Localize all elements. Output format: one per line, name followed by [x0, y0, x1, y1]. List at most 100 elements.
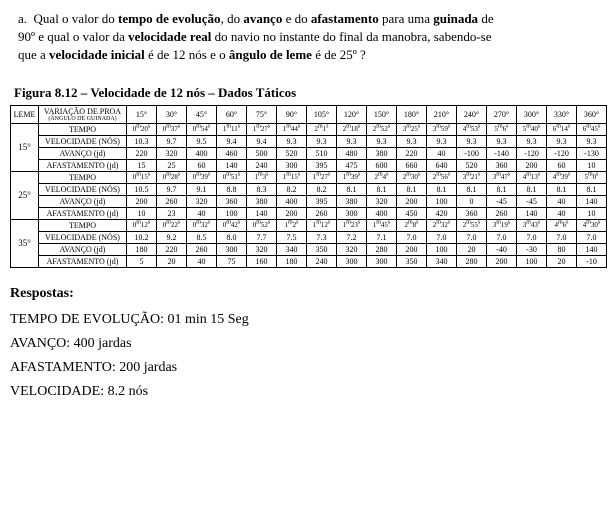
hdr-angle: 15° — [127, 105, 157, 123]
cell-av: 320 — [187, 195, 217, 207]
cell-vel: 9.4 — [247, 135, 277, 147]
cell-av: 320 — [247, 243, 277, 255]
cell-tempo: 0m39s — [187, 171, 217, 183]
cell-av: 140 — [577, 243, 607, 255]
cell-av: 200 — [397, 195, 427, 207]
cell-af: 15 — [127, 159, 157, 171]
cell-af: 660 — [397, 159, 427, 171]
answer-avanco: AVANÇO: 400 jardas — [10, 336, 605, 352]
cell-vel: 7.0 — [577, 231, 607, 243]
cell-af: 450 — [397, 207, 427, 219]
cell-af: 200 — [517, 159, 547, 171]
cell-af: 20 — [157, 255, 187, 267]
cell-vel: 8.2 — [277, 183, 307, 195]
hdr-angle: 60° — [217, 105, 247, 123]
cell-tempo: 0m32s — [187, 219, 217, 231]
cell-af: 40 — [187, 255, 217, 267]
cell-tempo: 0m22s — [157, 219, 187, 231]
cell-af: 640 — [427, 159, 457, 171]
cell-av: 40 — [427, 147, 457, 159]
cell-tempo: 0m54s — [187, 123, 217, 135]
cell-af: 200 — [277, 207, 307, 219]
cell-vel: 7.2 — [337, 231, 367, 243]
cell-vel: 9.3 — [307, 135, 337, 147]
hdr-angle: 180° — [397, 105, 427, 123]
cell-vel: 8.2 — [307, 183, 337, 195]
hdr-angle: 105° — [307, 105, 337, 123]
cell-tempo: 2m4s — [367, 171, 397, 183]
cell-av: 380 — [337, 195, 367, 207]
cell-av: 400 — [187, 147, 217, 159]
cell-vel: 7.5 — [277, 231, 307, 243]
cell-vel: 8.5 — [187, 231, 217, 243]
cell-av: 200 — [127, 195, 157, 207]
cell-tempo: 0m51s — [217, 171, 247, 183]
cell-tempo: 5m40s — [517, 123, 547, 135]
cell-tempo: 5m0s — [577, 171, 607, 183]
hdr-angle: 150° — [367, 105, 397, 123]
cell-vel: 8.1 — [367, 183, 397, 195]
cell-vel: 10.2 — [127, 231, 157, 243]
cell-af: -10 — [577, 255, 607, 267]
cell-av: 220 — [157, 243, 187, 255]
cell-vel: 7.0 — [397, 231, 427, 243]
cell-av: 100 — [427, 243, 457, 255]
cell-tempo: 3m59s — [427, 123, 457, 135]
cell-tempo: 3m19s — [487, 219, 517, 231]
row-label-vel: VELOCIDADE (NÓS) — [39, 231, 127, 243]
cell-tempo: 3m25s — [397, 123, 427, 135]
cell-tempo: 4m6s — [547, 219, 577, 231]
cell-av: -45 — [487, 195, 517, 207]
cell-vel: 9.3 — [427, 135, 457, 147]
cell-tempo: 4m13s — [517, 171, 547, 183]
cell-tempo: 0m20s — [127, 123, 157, 135]
cell-av: 500 — [247, 147, 277, 159]
cell-vel: 8.1 — [547, 183, 577, 195]
cell-vel: 9.1 — [187, 183, 217, 195]
row-label-af: AFASTAMENTO (jd) — [39, 159, 127, 171]
cell-tempo: 0m37s — [157, 123, 187, 135]
row-label-av: AVANÇO (jd) — [39, 147, 127, 159]
cell-af: 300 — [337, 255, 367, 267]
cell-av: -140 — [487, 147, 517, 159]
cell-tempo: 4m39s — [547, 171, 577, 183]
hdr-angle: 45° — [187, 105, 217, 123]
cell-vel: 9.7 — [157, 183, 187, 195]
cell-vel: 8.1 — [457, 183, 487, 195]
leme-cell: 25° — [11, 171, 39, 219]
cell-vel: 9.3 — [517, 135, 547, 147]
answer-afast: AFASTAMENTO: 200 jardas — [10, 360, 605, 376]
row-label-vel: VELOCIDADE (NÓS) — [39, 183, 127, 195]
cell-vel: 9.5 — [187, 135, 217, 147]
row-label-av: AVANÇO (jd) — [39, 243, 127, 255]
cell-tempo: 1m11s — [217, 123, 247, 135]
hdr-angle: 240° — [457, 105, 487, 123]
cell-af: 350 — [397, 255, 427, 267]
cell-vel: 9.3 — [367, 135, 397, 147]
cell-tempo: 6m45s — [577, 123, 607, 135]
cell-av: 260 — [157, 195, 187, 207]
cell-av: 220 — [397, 147, 427, 159]
cell-af: 420 — [427, 207, 457, 219]
cell-tempo: 1m3s — [247, 171, 277, 183]
cell-tempo: 0m28s — [157, 171, 187, 183]
hdr-angle: 330° — [547, 105, 577, 123]
cell-af: 60 — [187, 159, 217, 171]
cell-av: 380 — [247, 195, 277, 207]
cell-av: -120 — [547, 147, 577, 159]
answer-tempo: TEMPO DE EVOLUÇÃO: 01 min 15 Seg — [10, 312, 605, 328]
cell-av: 320 — [157, 147, 187, 159]
cell-tempo: 0m42s — [217, 219, 247, 231]
cell-tempo: 1m15s — [277, 171, 307, 183]
cell-af: 140 — [247, 207, 277, 219]
cell-af: 75 — [217, 255, 247, 267]
tactical-table: LEME VARIAÇÃO DE PROA (ÂNGULO DE GUINADA… — [10, 105, 607, 268]
cell-av: 510 — [307, 147, 337, 159]
cell-av: 480 — [337, 147, 367, 159]
cell-av: 300 — [217, 243, 247, 255]
hdr-angle: 30° — [157, 105, 187, 123]
cell-av: 340 — [277, 243, 307, 255]
cell-tempo: 3m21s — [457, 171, 487, 183]
cell-vel: 7.0 — [427, 231, 457, 243]
cell-av: 100 — [427, 195, 457, 207]
